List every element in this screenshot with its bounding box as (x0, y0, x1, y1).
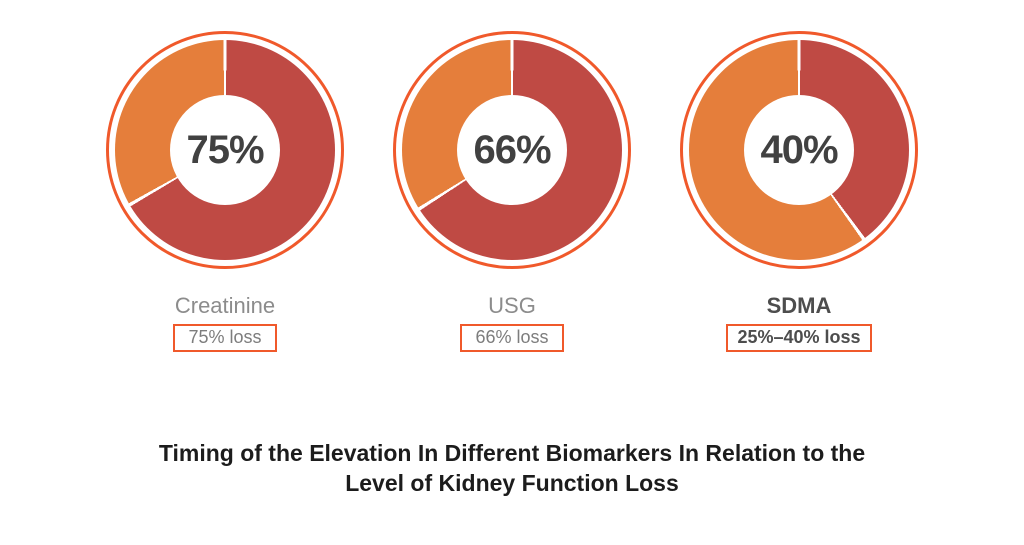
donut-chart-sdma: 40% (689, 40, 909, 260)
donut-hole: 40% (744, 95, 854, 205)
figure-title-line1: Timing of the Elevation In Different Bio… (158, 440, 866, 466)
donut-center-percentage: 40% (760, 127, 838, 172)
donut-outer-ring: 75% (106, 31, 344, 269)
donut-column-creatinine: 75% Creatinine 75% loss (106, 31, 344, 352)
loss-range-badge-sdma: 25%–40% loss (726, 324, 872, 352)
donut-column-sdma: 40% SDMA 25%–40% loss (680, 31, 918, 352)
donut-charts-row: 75% Creatinine 75% loss 66% USG 66% loss (106, 31, 918, 352)
figure-title-line2: Level of Kidney Function Loss (345, 470, 679, 496)
donut-outer-ring: 40% (680, 31, 918, 269)
donut-column-usg: 66% USG 66% loss (393, 31, 631, 352)
figure-title: Timing of the Elevation In Different Bio… (0, 438, 1024, 498)
biomarker-name-usg: USG (488, 293, 536, 318)
biomarker-name-creatinine: Creatinine (174, 293, 276, 318)
loss-range-badge-usg: 66% loss (460, 324, 564, 352)
loss-range-badge-creatinine: 75% loss (173, 324, 277, 352)
donut-outer-ring: 66% (393, 31, 631, 269)
donut-chart-usg: 66% (402, 40, 622, 260)
donut-hole: 66% (457, 95, 567, 205)
donut-hole: 75% (170, 95, 280, 205)
donut-center-percentage: 75% (186, 127, 264, 172)
biomarker-name-sdma: SDMA (766, 293, 832, 318)
donut-center-percentage: 66% (473, 127, 551, 172)
donut-chart-creatinine: 75% (115, 40, 335, 260)
